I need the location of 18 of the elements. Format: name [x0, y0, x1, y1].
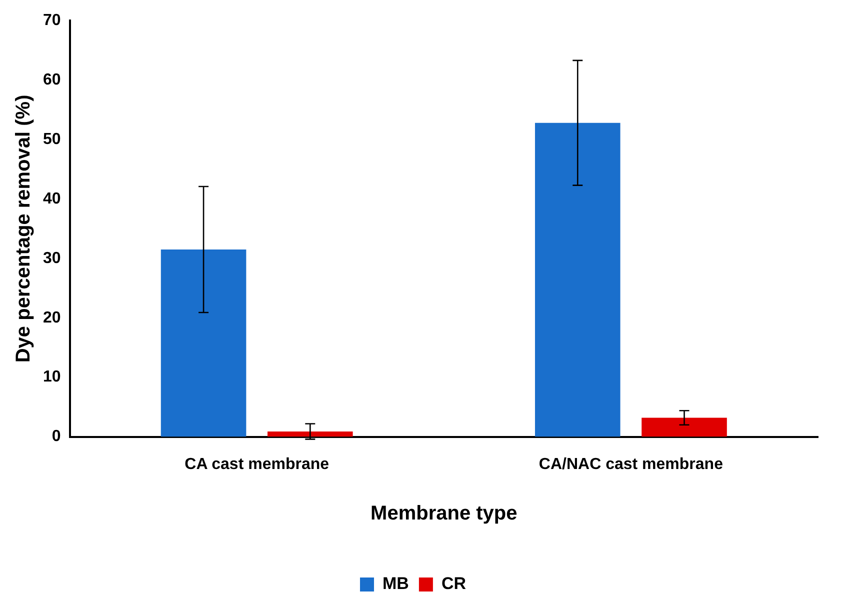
bar — [534, 122, 620, 437]
y-tick-label: 30 — [43, 250, 61, 267]
y-tick-label: 70 — [43, 12, 61, 30]
y-tick-label: 0 — [52, 428, 61, 446]
y-tick-label: 40 — [43, 190, 61, 208]
x-axis-title: Membrane type — [370, 502, 518, 525]
y-tick-label: 10 — [43, 368, 61, 386]
x-tick-label: CA/NAC cast membrane — [538, 456, 724, 473]
legend-label: CR — [441, 574, 466, 594]
y-tick-label: 60 — [43, 71, 61, 88]
x-tick-label: CA cast membrane — [184, 456, 330, 473]
bar — [160, 250, 246, 437]
y-tick-label: 20 — [43, 309, 61, 326]
y-tick-label: 50 — [43, 130, 61, 148]
legend-label: MB — [382, 574, 409, 594]
y-axis-title: Dye percentage removal (%) — [12, 94, 35, 363]
bar — [268, 431, 353, 437]
bar — [642, 418, 727, 437]
